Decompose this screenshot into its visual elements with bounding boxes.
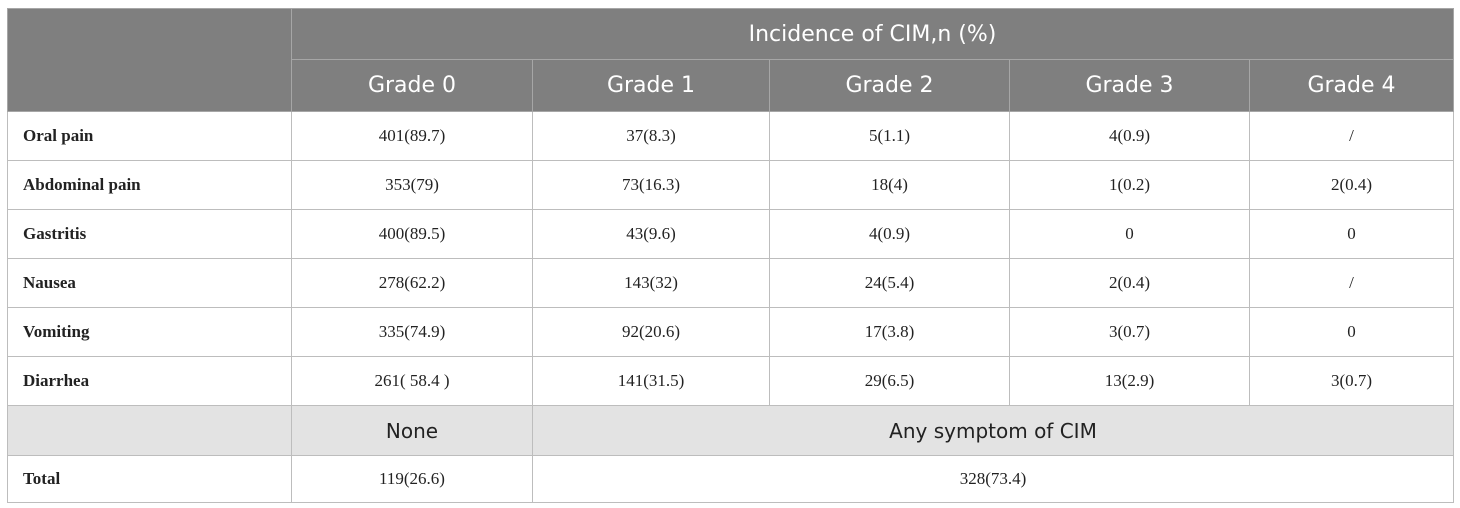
table-cell: 24(5.4) — [769, 258, 1010, 308]
table-cell: 0 — [1009, 209, 1250, 259]
row-label: Gastritis — [7, 209, 292, 259]
table-cell: 73(16.3) — [532, 160, 770, 210]
table-cell: 37(8.3) — [532, 111, 770, 161]
row-label: Abdominal pain — [7, 160, 292, 210]
table-cell: 13(2.9) — [1009, 356, 1250, 406]
table-row: Vomiting 335(74.9) 92(20.6) 17(3.8) 3(0.… — [7, 307, 1454, 357]
table-cell: 400(89.5) — [291, 209, 533, 259]
table-cell: 335(74.9) — [291, 307, 533, 357]
total-any-cell: 328(73.4) — [532, 455, 1454, 503]
grade-0-header: Grade 0 — [291, 59, 533, 112]
table-cell: 261( 58.4 ) — [291, 356, 533, 406]
table-cell: 0 — [1249, 307, 1454, 357]
table-row: Abdominal pain 353(79) 73(16.3) 18(4) 1(… — [7, 160, 1454, 210]
table-cell: 141(31.5) — [532, 356, 770, 406]
table-row: Nausea 278(62.2) 143(32) 24(5.4) 2(0.4) … — [7, 258, 1454, 308]
table-cell: 1(0.2) — [1009, 160, 1250, 210]
row-label: Nausea — [7, 258, 292, 308]
total-label: Total — [7, 455, 292, 503]
table-cell: 143(32) — [532, 258, 770, 308]
table-cell: 17(3.8) — [769, 307, 1010, 357]
total-row: Total 119(26.6) 328(73.4) — [7, 455, 1454, 503]
table-cell: 3(0.7) — [1009, 307, 1250, 357]
table-cell: / — [1249, 111, 1454, 161]
table-cell: 92(20.6) — [532, 307, 770, 357]
summary-header-row: None Any symptom of CIM — [7, 405, 1454, 456]
table-cell: 2(0.4) — [1249, 160, 1454, 210]
table-cell: 43(9.6) — [532, 209, 770, 259]
table-cell: 29(6.5) — [769, 356, 1010, 406]
table-cell: 4(0.9) — [769, 209, 1010, 259]
table-container: Incidence of CIM,n (%) Grade 0 Grade 1 G… — [7, 8, 1454, 503]
any-symptom-header: Any symptom of CIM — [532, 405, 1454, 456]
corner-header-cell — [7, 8, 292, 112]
table-cell: 0 — [1249, 209, 1454, 259]
group-header: Incidence of CIM,n (%) — [291, 8, 1454, 60]
grade-1-header: Grade 1 — [532, 59, 770, 112]
summary-corner-cell — [7, 405, 292, 456]
table-row: Gastritis 400(89.5) 43(9.6) 4(0.9) 0 0 — [7, 209, 1454, 259]
table-cell: 278(62.2) — [291, 258, 533, 308]
row-label: Vomiting — [7, 307, 292, 357]
table-cell: 353(79) — [291, 160, 533, 210]
row-label: Diarrhea — [7, 356, 292, 406]
grade-4-header: Grade 4 — [1249, 59, 1454, 112]
table-cell: 4(0.9) — [1009, 111, 1250, 161]
table-cell: / — [1249, 258, 1454, 308]
table-row: Oral pain 401(89.7) 37(8.3) 5(1.1) 4(0.9… — [7, 111, 1454, 161]
none-header: None — [291, 405, 533, 456]
total-none-cell: 119(26.6) — [291, 455, 533, 503]
row-label: Oral pain — [7, 111, 292, 161]
table-cell: 18(4) — [769, 160, 1010, 210]
cim-incidence-table: Incidence of CIM,n (%) Grade 0 Grade 1 G… — [7, 8, 1454, 503]
table-cell: 2(0.4) — [1009, 258, 1250, 308]
table-cell: 5(1.1) — [769, 111, 1010, 161]
grade-3-header: Grade 3 — [1009, 59, 1250, 112]
table-row: Diarrhea 261( 58.4 ) 141(31.5) 29(6.5) 1… — [7, 356, 1454, 406]
grade-2-header: Grade 2 — [769, 59, 1010, 112]
table-cell: 401(89.7) — [291, 111, 533, 161]
table-cell: 3(0.7) — [1249, 356, 1454, 406]
